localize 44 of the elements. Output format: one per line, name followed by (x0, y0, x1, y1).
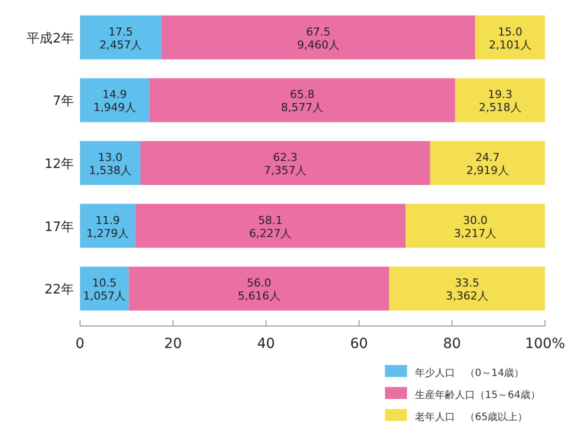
bar (80, 204, 136, 248)
bar (430, 141, 545, 185)
y-tick-label: 平成2年 (26, 31, 74, 46)
bar (140, 141, 430, 185)
x-tick-label: 100% (524, 336, 566, 352)
bar (80, 15, 162, 60)
legend-label: 年少人口 （0～14歳） (415, 367, 524, 379)
bar (389, 266, 545, 311)
y-tick-label: 12年 (44, 157, 74, 172)
data-label: 67.5 9,460人 (297, 25, 340, 52)
data-label: 11.9 1,279人 (86, 214, 129, 240)
bar (80, 266, 129, 311)
data-label: 33.5 3,362人 (446, 276, 488, 303)
x-tick-label: 40 (257, 336, 275, 352)
bar (149, 78, 456, 122)
y-tick-label: 7年 (52, 94, 74, 110)
y-tick-label: 22年 (44, 282, 74, 298)
data-label: 14.9 1,949人 (93, 88, 136, 114)
bar (475, 15, 545, 60)
data-label: 62.3 7,357人 (264, 151, 307, 177)
bar (80, 78, 150, 122)
data-label: 15.0 2,101人 (488, 25, 532, 52)
data-label: 13.0 1,538人 (88, 151, 132, 177)
x-tick-label: 0 (76, 336, 84, 352)
bar (455, 78, 545, 122)
x-tick-label: 80 (443, 336, 461, 352)
data-label: 24.7 2,919人 (466, 151, 509, 177)
data-label: 65.8 8,577人 (281, 88, 324, 114)
data-label: 19.3 2,518人 (478, 88, 522, 114)
legend-label: 生産年齢人口（15～64歳） (415, 389, 540, 401)
data-label: 17.5 2,457人 (99, 25, 142, 52)
bar (135, 204, 406, 248)
data-label: 58.1 6,227人 (249, 214, 292, 240)
bar (80, 141, 140, 185)
x-tick-label: 20 (164, 336, 182, 352)
data-label: 56.0 5,616人 (238, 276, 280, 303)
x-tick-label: 60 (350, 336, 368, 352)
bar (128, 266, 390, 311)
legend-label: 老年人口 （65歳以上） (415, 411, 528, 423)
data-label: 30.0 3,217人 (454, 214, 496, 240)
data-label: 10.5 1,057人 (83, 276, 126, 303)
y-tick-label: 17年 (44, 220, 74, 235)
bar (406, 204, 545, 248)
bar (161, 15, 476, 60)
